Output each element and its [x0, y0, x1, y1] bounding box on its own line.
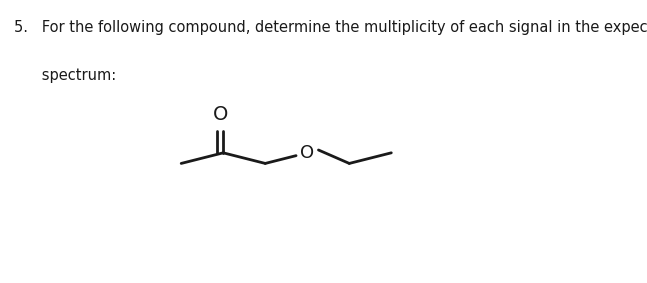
Text: O: O: [300, 144, 314, 162]
Text: spectrum:: spectrum:: [14, 68, 116, 83]
Text: 5.   For the following compound, determine the multiplicity of each signal in th: 5. For the following compound, determine…: [14, 20, 647, 35]
Text: O: O: [213, 105, 228, 124]
